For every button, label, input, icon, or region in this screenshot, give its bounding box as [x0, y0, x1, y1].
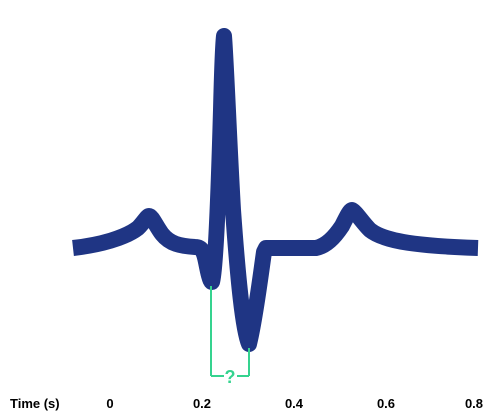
time-tick-label: 0.4	[285, 396, 304, 411]
time-tick-label: 0.6	[377, 396, 395, 411]
interval-question-mark: ?	[225, 367, 236, 387]
ecg-waveform-trace	[72, 28, 479, 352]
interval-bracket: ?	[210, 286, 250, 387]
time-axis-label: Time (s)	[10, 396, 60, 411]
time-tick-label: 0.2	[193, 396, 211, 411]
time-tick-label: 0.8	[465, 396, 483, 411]
time-tick-label: 0	[106, 396, 113, 411]
